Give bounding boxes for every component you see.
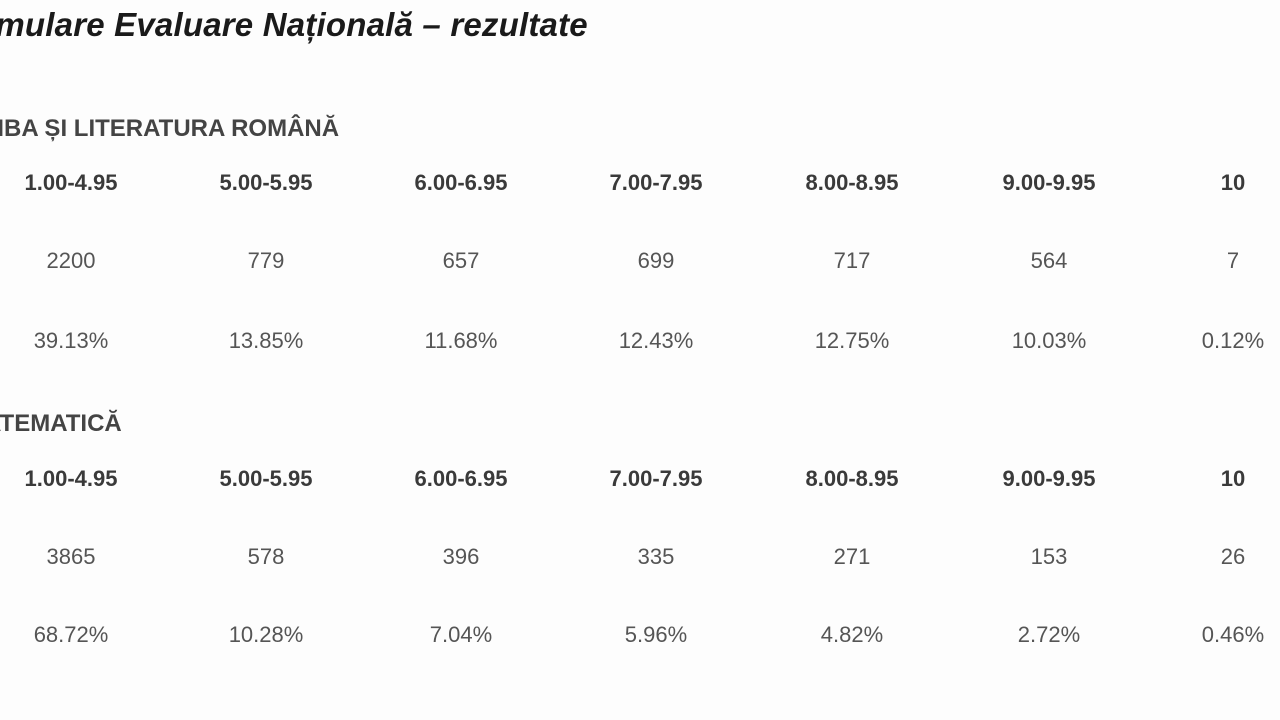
student-count-cell: 396: [442, 544, 480, 569]
section-heading-mathematics: ATEMATICĂ: [0, 410, 122, 437]
grade-range-cell: 9.00-9.95: [1002, 170, 1096, 195]
grade-range-cell: 10: [1220, 466, 1246, 491]
percentage-cell: 10.28%: [228, 622, 304, 647]
student-count-cell: 26: [1220, 544, 1246, 569]
student-count-cell: 779: [247, 248, 285, 273]
student-count-cell: 564: [1030, 248, 1068, 273]
percentage-cell: 10.03%: [1011, 328, 1087, 353]
section-heading-romanian: MBA ȘI LITERATURA ROMÂNĂ: [0, 115, 340, 142]
student-count-cell: 7: [1226, 248, 1240, 273]
grade-range-cell: 9.00-9.95: [1002, 466, 1096, 491]
percentage-cell: 68.72%: [33, 622, 109, 647]
grade-range-cell: 6.00-6.95: [414, 466, 508, 491]
grade-range-cell: 8.00-8.95: [805, 466, 899, 491]
student-count-cell: 2200: [46, 248, 96, 273]
percentage-cell: 2.72%: [1017, 622, 1081, 647]
percentage-cell: 4.82%: [820, 622, 884, 647]
grade-range-cell: 5.00-5.95: [219, 466, 313, 491]
student-counts-row: 2200 779 657 699 717 564 7: [0, 246, 1280, 276]
grade-range-cell: 1.00-4.95: [24, 466, 118, 491]
student-count-cell: 657: [442, 248, 480, 273]
percentages-row: 68.72% 10.28% 7.04% 5.96% 4.82% 2.72% 0.…: [0, 620, 1280, 650]
grade-range-cell: 6.00-6.95: [414, 170, 508, 195]
student-count-cell: 153: [1030, 544, 1068, 569]
grade-ranges-row: 1.00-4.95 5.00-5.95 6.00-6.95 7.00-7.95 …: [0, 464, 1280, 494]
grade-range-cell: 1.00-4.95: [24, 170, 118, 195]
percentage-cell: 12.75%: [814, 328, 890, 353]
student-count-cell: 271: [833, 544, 871, 569]
percentage-cell: 7.04%: [429, 622, 493, 647]
grade-range-cell: 7.00-7.95: [609, 170, 703, 195]
student-counts-row: 3865 578 396 335 271 153 26: [0, 542, 1280, 572]
grade-range-cell: 10: [1220, 170, 1246, 195]
student-count-cell: 335: [637, 544, 675, 569]
grade-ranges-row: 1.00-4.95 5.00-5.95 6.00-6.95 7.00-7.95 …: [0, 168, 1280, 198]
percentage-cell: 11.68%: [424, 328, 498, 353]
student-count-cell: 3865: [46, 544, 96, 569]
student-count-cell: 578: [247, 544, 285, 569]
percentage-cell: 0.12%: [1201, 328, 1265, 353]
grade-range-cell: 8.00-8.95: [805, 170, 899, 195]
percentage-cell: 0.46%: [1201, 622, 1265, 647]
student-count-cell: 717: [833, 248, 871, 273]
percentage-cell: 5.96%: [624, 622, 688, 647]
percentage-cell: 13.85%: [228, 328, 304, 353]
percentages-row: 39.13% 13.85% 11.68% 12.43% 12.75% 10.03…: [0, 326, 1280, 356]
page-title: imulare Evaluare Națională – rezultate: [0, 6, 588, 43]
grade-range-cell: 7.00-7.95: [609, 466, 703, 491]
student-count-cell: 699: [637, 248, 675, 273]
percentage-cell: 39.13%: [33, 328, 109, 353]
grade-range-cell: 5.00-5.95: [219, 170, 313, 195]
percentage-cell: 12.43%: [618, 328, 694, 353]
